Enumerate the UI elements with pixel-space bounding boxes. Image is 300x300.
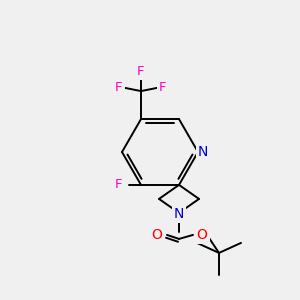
Text: F: F [115, 81, 123, 94]
Text: F: F [137, 64, 145, 78]
Text: F: F [115, 178, 123, 191]
Text: N: N [174, 207, 184, 221]
Text: O: O [196, 228, 207, 242]
Text: O: O [152, 228, 162, 242]
Text: N: N [198, 145, 208, 159]
Text: F: F [159, 81, 167, 94]
